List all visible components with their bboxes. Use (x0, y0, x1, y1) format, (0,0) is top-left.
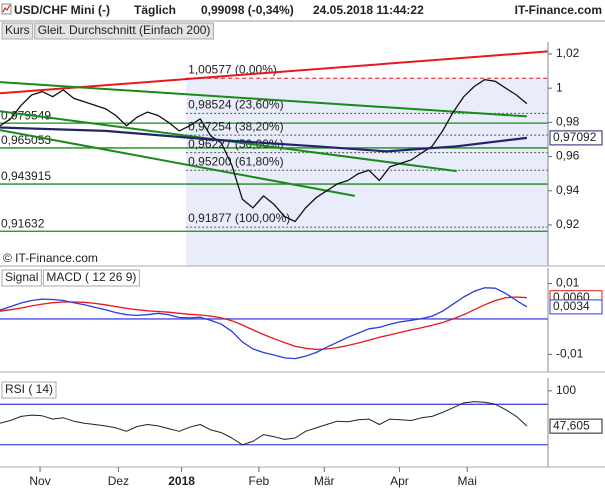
y-tick-label: 0,94 (556, 183, 580, 197)
legend-box (42, 269, 140, 287)
last-value-box (549, 418, 603, 434)
last-value-label: 0,0034 (553, 299, 590, 313)
last-value-box (549, 299, 603, 315)
fib-label: 0,97254 (38,20%) (188, 119, 283, 133)
series-line (0, 401, 528, 446)
y-tick-label: 1 (556, 80, 563, 94)
symbol: USD/CHF Mini (-) (14, 3, 110, 17)
fib-label: 0,98524 (23,60%) (188, 98, 283, 112)
series-line (0, 287, 528, 360)
timestamp: 24.05.2018 11:44:22 (313, 3, 424, 17)
legend-box (1, 22, 34, 40)
x-tick-label: Mär (314, 474, 335, 488)
source-note: © IT-Finance.com (3, 251, 98, 265)
y-tick-label: 100 (556, 383, 576, 397)
brand: IT-Finance.com (515, 3, 602, 17)
fib-label: 1,00577 (0,00%) (188, 62, 277, 76)
x-tick-label: Dez (108, 474, 129, 488)
x-tick-label: Nov (29, 474, 50, 488)
x-tick-label: 2018 (168, 474, 195, 488)
y-tick-label: 0,92 (556, 217, 580, 231)
legend-entry: MACD ( 12 26 9) (46, 270, 136, 284)
x-tick-label: Mai (458, 474, 477, 488)
last-value-box (549, 130, 603, 146)
level-label: 0,943915 (1, 169, 51, 183)
legend-entry: Kurs (5, 23, 30, 37)
interval: Täglich (134, 3, 176, 17)
level-label: 0,91632 (1, 216, 45, 230)
trend-line (0, 50, 549, 95)
x-tick-label: Apr (390, 474, 409, 488)
series-line (0, 78, 528, 223)
fib-label: 0,91877 (100,00%) (188, 211, 290, 225)
y-tick-label: 0,01 (556, 276, 580, 290)
series-line (0, 296, 527, 351)
last-value-label: 47,605 (553, 418, 590, 432)
fib-label: 0,95200 (61,80%) (188, 154, 283, 168)
legend-entry: RSI ( 14) (5, 382, 53, 396)
fib-zone (186, 78, 548, 266)
legend-entry: Signal (5, 270, 38, 284)
legend-box (1, 381, 57, 399)
trend-line (0, 81, 527, 118)
series-line (0, 126, 528, 153)
trend-line (0, 129, 355, 197)
legend-box (34, 22, 214, 40)
header-icon (1, 3, 12, 15)
x-tick-label: Feb (249, 474, 270, 488)
legend-entry: Gleit. Durchschnitt (Einfach 200) (38, 23, 211, 37)
y-tick-label: 1,02 (556, 46, 580, 60)
legend-box (1, 269, 42, 287)
quote: 0,99098 (-0,34%) (201, 3, 294, 17)
last-value-label: 0,97092 (553, 130, 597, 144)
y-tick-label: 0,96 (556, 149, 580, 163)
y-tick-label: -0,01 (556, 346, 584, 360)
y-tick-label: 0,98 (556, 115, 580, 129)
